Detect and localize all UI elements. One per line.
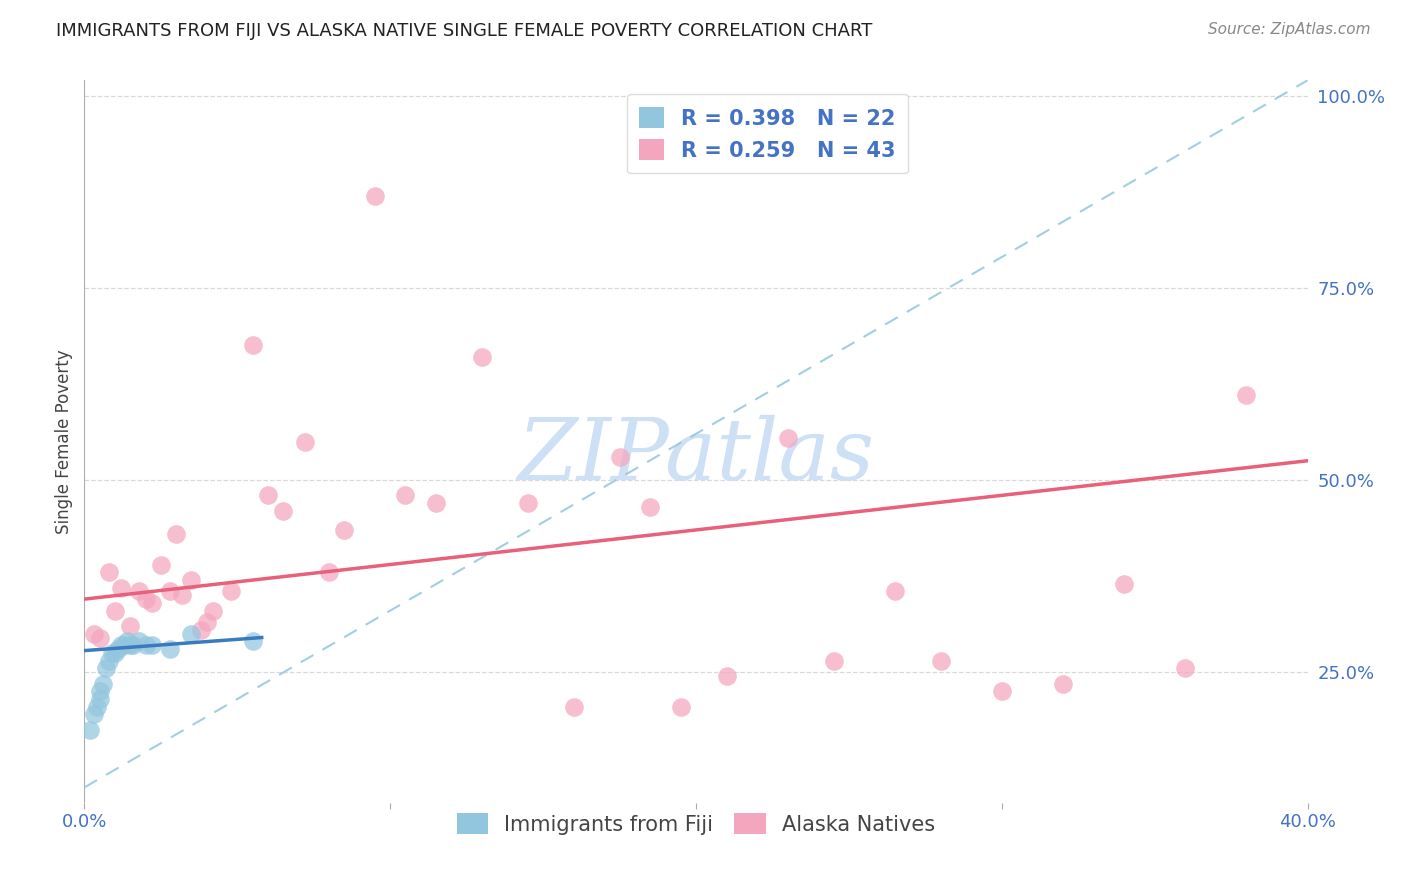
Point: [471, 350, 494, 364]
Point: [172, 588, 194, 602]
Point: [219, 584, 242, 599]
Point: [1174, 661, 1197, 675]
Point: [159, 642, 181, 657]
Point: [823, 654, 845, 668]
Point: [669, 699, 692, 714]
Point: [141, 596, 163, 610]
Point: [1114, 576, 1136, 591]
Point: [271, 504, 294, 518]
Point: [112, 638, 135, 652]
Point: [242, 338, 264, 352]
Point: [1052, 676, 1074, 690]
Point: [115, 634, 138, 648]
Point: [107, 642, 129, 657]
Point: [318, 565, 340, 579]
Point: [135, 592, 157, 607]
Point: [180, 573, 202, 587]
Text: IMMIGRANTS FROM FIJI VS ALASKA NATIVE SINGLE FEMALE POVERTY CORRELATION CHART: IMMIGRANTS FROM FIJI VS ALASKA NATIVE SI…: [56, 22, 873, 40]
Point: [562, 699, 585, 714]
Point: [89, 692, 111, 706]
Point: [94, 661, 117, 675]
Point: [394, 488, 416, 502]
Point: [110, 638, 132, 652]
Point: [333, 523, 356, 537]
Point: [364, 188, 387, 202]
Point: [122, 638, 145, 652]
Point: [257, 488, 280, 502]
Point: [149, 558, 172, 572]
Point: [101, 646, 124, 660]
Point: [83, 707, 105, 722]
Point: [1236, 388, 1258, 402]
Point: [190, 623, 212, 637]
Point: [425, 496, 447, 510]
Point: [91, 676, 114, 690]
Point: [89, 631, 111, 645]
Point: [242, 634, 264, 648]
Point: [716, 669, 738, 683]
Point: [516, 496, 538, 510]
Point: [141, 638, 163, 652]
Point: [195, 615, 218, 630]
Point: [165, 526, 187, 541]
Point: [97, 565, 120, 579]
Point: [776, 431, 799, 445]
Point: [294, 434, 316, 449]
Point: [120, 619, 142, 633]
Text: Source: ZipAtlas.com: Source: ZipAtlas.com: [1208, 22, 1371, 37]
Point: [86, 699, 108, 714]
Point: [110, 581, 132, 595]
Point: [609, 450, 631, 464]
Text: ZIPatlas: ZIPatlas: [517, 415, 875, 498]
Point: [991, 684, 1014, 698]
Point: [929, 654, 952, 668]
Point: [883, 584, 905, 599]
Point: [638, 500, 661, 514]
Point: [104, 604, 127, 618]
Point: [135, 638, 157, 652]
Point: [128, 634, 150, 648]
Point: [104, 646, 127, 660]
Point: [128, 584, 150, 599]
Y-axis label: Single Female Poverty: Single Female Poverty: [55, 350, 73, 533]
Point: [79, 723, 101, 737]
Point: [83, 626, 105, 640]
Point: [201, 604, 224, 618]
Point: [180, 626, 202, 640]
Point: [89, 684, 111, 698]
Point: [159, 584, 181, 599]
Legend: Immigrants from Fiji, Alaska Natives: Immigrants from Fiji, Alaska Natives: [449, 805, 943, 843]
Point: [97, 654, 120, 668]
Point: [120, 638, 142, 652]
